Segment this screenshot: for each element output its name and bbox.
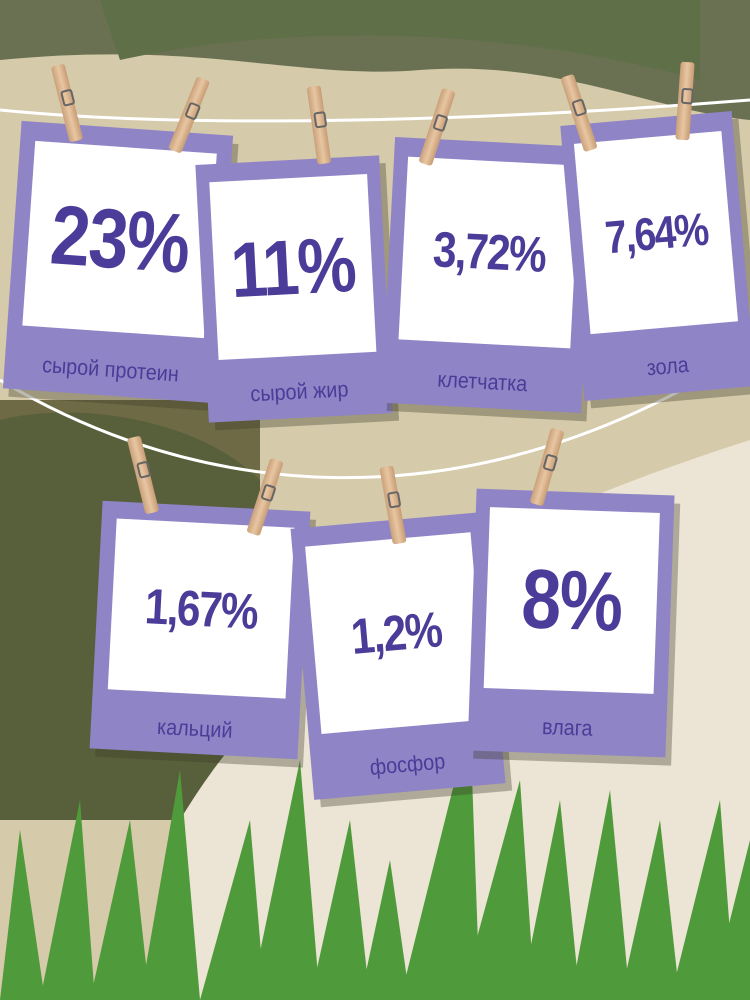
stat-label: влага (541, 713, 593, 741)
stat-value: 1,67% (143, 578, 259, 640)
stat-card-protein: 23% сырой протеин (2, 120, 234, 404)
clothesline-top (0, 98, 750, 123)
stat-card-moisture: 8% влага (467, 488, 675, 758)
stat-value: 8% (520, 551, 624, 649)
stat-card-fiber: 3,72% клетчатка (381, 136, 595, 414)
stat-value: 3,72% (431, 221, 547, 284)
stat-card-ash: 7,64% зола (560, 111, 750, 401)
stat-label: сырой жир (249, 376, 349, 407)
stat-label: кальций (156, 713, 234, 743)
stat-value: 23% (47, 187, 192, 291)
stat-value: 1,2% (348, 601, 444, 665)
stat-label: фосфор (368, 748, 447, 781)
clothesline-bottom (0, 378, 701, 480)
stat-label: клетчатка (436, 366, 529, 396)
stat-label: сырой протеин (41, 351, 180, 387)
stat-value: 7,64% (602, 202, 710, 263)
grass (0, 720, 750, 1000)
stat-value: 11% (228, 219, 358, 314)
stat-label: зола (645, 351, 690, 381)
stat-card-calcium: 1,67% кальций (89, 500, 311, 760)
stat-card-fat: 11% сырой жир (195, 155, 393, 423)
